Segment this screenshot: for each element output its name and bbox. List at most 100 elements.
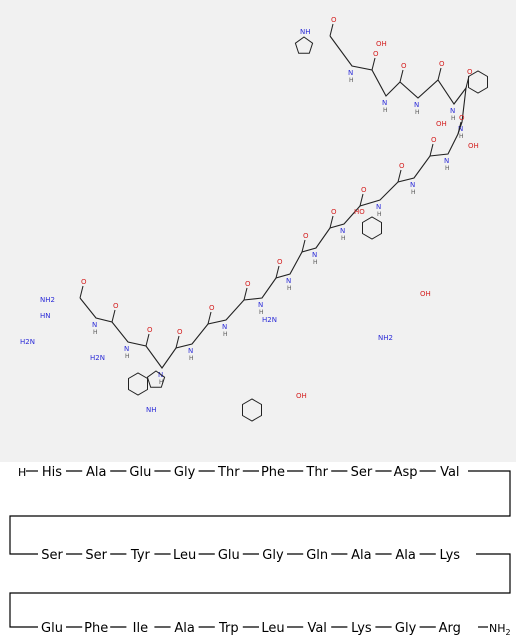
residue-ser: Ser [85,548,107,563]
side-bond [429,143,434,157]
residue-trp: Trp [218,621,239,636]
side-bond [207,311,212,325]
residue-leu: Leu [261,621,284,636]
oxygen-atom: O [277,258,283,266]
oxygen-atom: O [81,278,87,286]
residue-glu: Glu [129,465,151,480]
side-bond [329,23,334,37]
residue-arg: Arg [439,621,461,636]
oxygen-atom: O [331,16,337,24]
hydrogen-atom: H [341,235,346,242]
residue-gln: Gln [306,548,328,563]
atom-label: NH [300,28,311,36]
phenylalanine-ring [468,70,488,94]
residue-ser: Ser [41,548,63,563]
nitrogen-atom: N [376,203,381,211]
side-bond [275,265,280,279]
side-bond [399,69,404,83]
atom-label: NH2 [378,334,393,342]
residue-leu: Leu [173,548,196,563]
atom-label: HO [354,208,365,216]
oxygen-atom: O [113,302,119,310]
atom-label: OH [376,40,387,48]
atom-label: OH [436,120,447,128]
nitrogen-atom: N [348,69,353,77]
hydrogen-atom: H [451,115,456,122]
nitrogen-atom: N [340,227,345,235]
hydrogen-atom: H [313,259,318,266]
side-bond [111,309,116,323]
residue-lys: Lys [440,548,461,563]
residue-val: Val [440,465,459,480]
hydrogen-atom: H [349,77,354,84]
nitrogen-atom: N [188,347,193,355]
hydrogen-atom: H [189,355,194,362]
side-bond [437,67,442,81]
oxygen-atom: O [401,62,407,70]
side-bond [175,335,180,349]
sequence-panel: H His Ala Glu Gly Thr Phe Thr Ser Asp Val Ser Ser Ty… [0,462,516,636]
residue-ala: Ala [351,548,371,563]
residue-gly: Gly [395,621,417,636]
residue-his: His [42,465,62,480]
phenylalanine-ring-2 [242,398,262,422]
side-bond [243,287,248,301]
residue-ile: Ile [133,621,148,636]
nitrogen-atom: N [312,251,317,259]
residue-glu: Glu [218,548,240,563]
hydrogen-atom: H [223,331,228,338]
tryptophan-benzene-ring [128,372,148,396]
nitrogen-atom: N [444,157,449,165]
c-terminus-subscript: 2 [506,628,511,636]
oxygen-atom: O [373,50,379,58]
peptide-backbone [79,35,467,369]
nitrogen-atom: N [410,181,415,189]
hydrogen-atom: H [411,189,416,196]
oxygen-atom: O [177,328,183,336]
imidazole-ring [294,36,314,54]
oxygen-atom: O [399,162,405,170]
atom-label: NH [146,406,157,414]
n-terminus: H [18,466,26,479]
c-terminus: NH2 [489,622,511,636]
residue-lys: Lys [351,621,372,636]
residue-ser: Ser [351,465,373,480]
hydrogen-atom: H [259,309,264,316]
oxygen-atom: O [303,232,309,240]
residue-ala: Ala [174,621,194,636]
skeletal-structure: ONHONHONHONHONHONHONHONHONHONHONHONHONHO… [20,16,488,422]
tyrosine-ring [362,216,382,240]
tryptophan-pyrrole-ring [146,370,166,388]
residue-gly: Gly [174,465,196,480]
oxygen-atom: O [147,326,153,334]
oxygen-atom: O [431,136,437,144]
side-bond [145,333,150,347]
atom-label: OH [296,392,307,400]
nitrogen-atom: N [458,125,463,133]
nitrogen-atom: N [258,301,263,309]
hydrogen-atom: H [445,165,450,172]
sequence-connector [9,470,511,628]
residue-thr: Thr [305,465,328,480]
atom-label: H2N [20,338,35,346]
side-bond [329,215,334,229]
residue-phe: Phe [84,621,108,636]
atom-label: OH [420,290,431,298]
hydrogen-atom: H [125,353,130,360]
residue-tyr: Tyr [130,548,151,563]
residue-ala: Ala [86,465,106,480]
oxygen-atom: O [209,304,215,312]
nitrogen-atom: N [222,323,227,331]
atom-label: H2N [90,354,105,362]
atom-label: H2N [262,316,277,324]
nitrogen-atom: N [450,107,455,115]
nitrogen-atom: N [92,321,97,329]
side-bond [371,57,376,71]
atom-label: HN [40,312,51,320]
nitrogen-atom: N [414,101,419,109]
atom-label: OH [468,142,479,150]
hydrogen-atom: H [377,211,382,218]
residue-thr: Thr [217,465,240,480]
nitrogen-atom: N [286,277,291,285]
